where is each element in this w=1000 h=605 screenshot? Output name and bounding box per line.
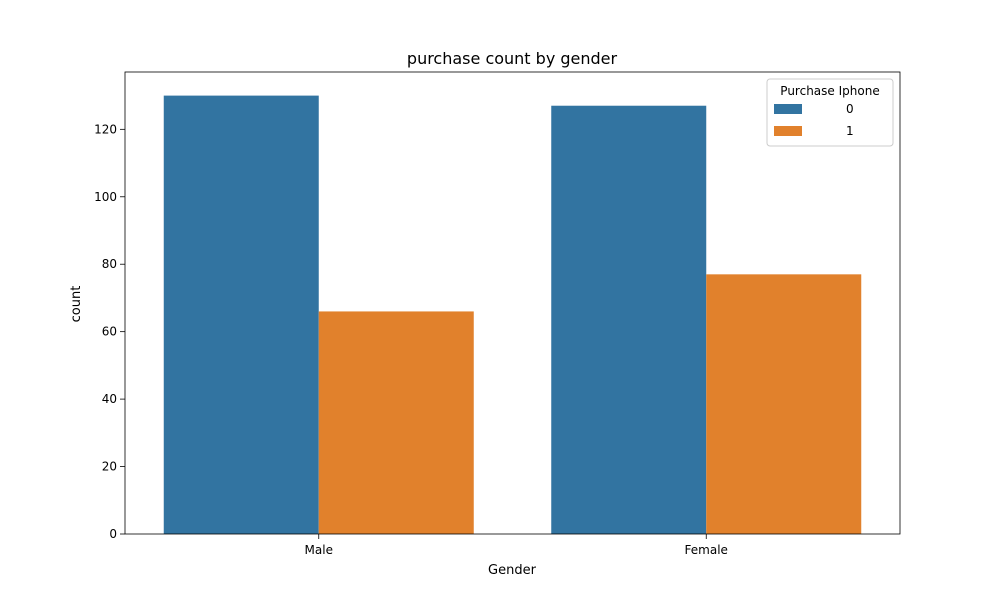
y-tick-label: 0	[109, 527, 117, 541]
bar-female-series-0	[551, 105, 707, 534]
y-tick-label: 100	[94, 190, 117, 204]
legend-label-1: 1	[846, 124, 854, 138]
y-tick-label: 40	[102, 392, 117, 406]
bar-male-series-0	[163, 95, 319, 535]
legend-swatch-1	[774, 126, 802, 136]
x-tick-label: Male	[305, 543, 333, 557]
y-tick-label: 20	[102, 460, 117, 474]
legend-swatch-0	[774, 104, 802, 114]
legend-title: Purchase Iphone	[780, 84, 879, 98]
x-tick-label: Female	[685, 543, 728, 557]
legend: Purchase Iphone 0 1	[766, 78, 894, 147]
y-tick-label: 120	[94, 122, 117, 136]
bar-female-series-1	[706, 274, 862, 534]
bar-male-series-1	[318, 311, 474, 534]
y-axis-label: count	[69, 286, 84, 323]
y-tick-label: 80	[102, 257, 117, 271]
x-axis-label: Gender	[488, 563, 537, 578]
axes: Male Female 0 20 40 60 80 100 120	[94, 71, 901, 557]
plot-area	[163, 95, 862, 535]
legend-label-0: 0	[846, 102, 854, 116]
chart-title: purchase count by gender	[407, 49, 618, 68]
plot-frame	[124, 71, 901, 535]
y-tick-label: 60	[102, 325, 117, 339]
